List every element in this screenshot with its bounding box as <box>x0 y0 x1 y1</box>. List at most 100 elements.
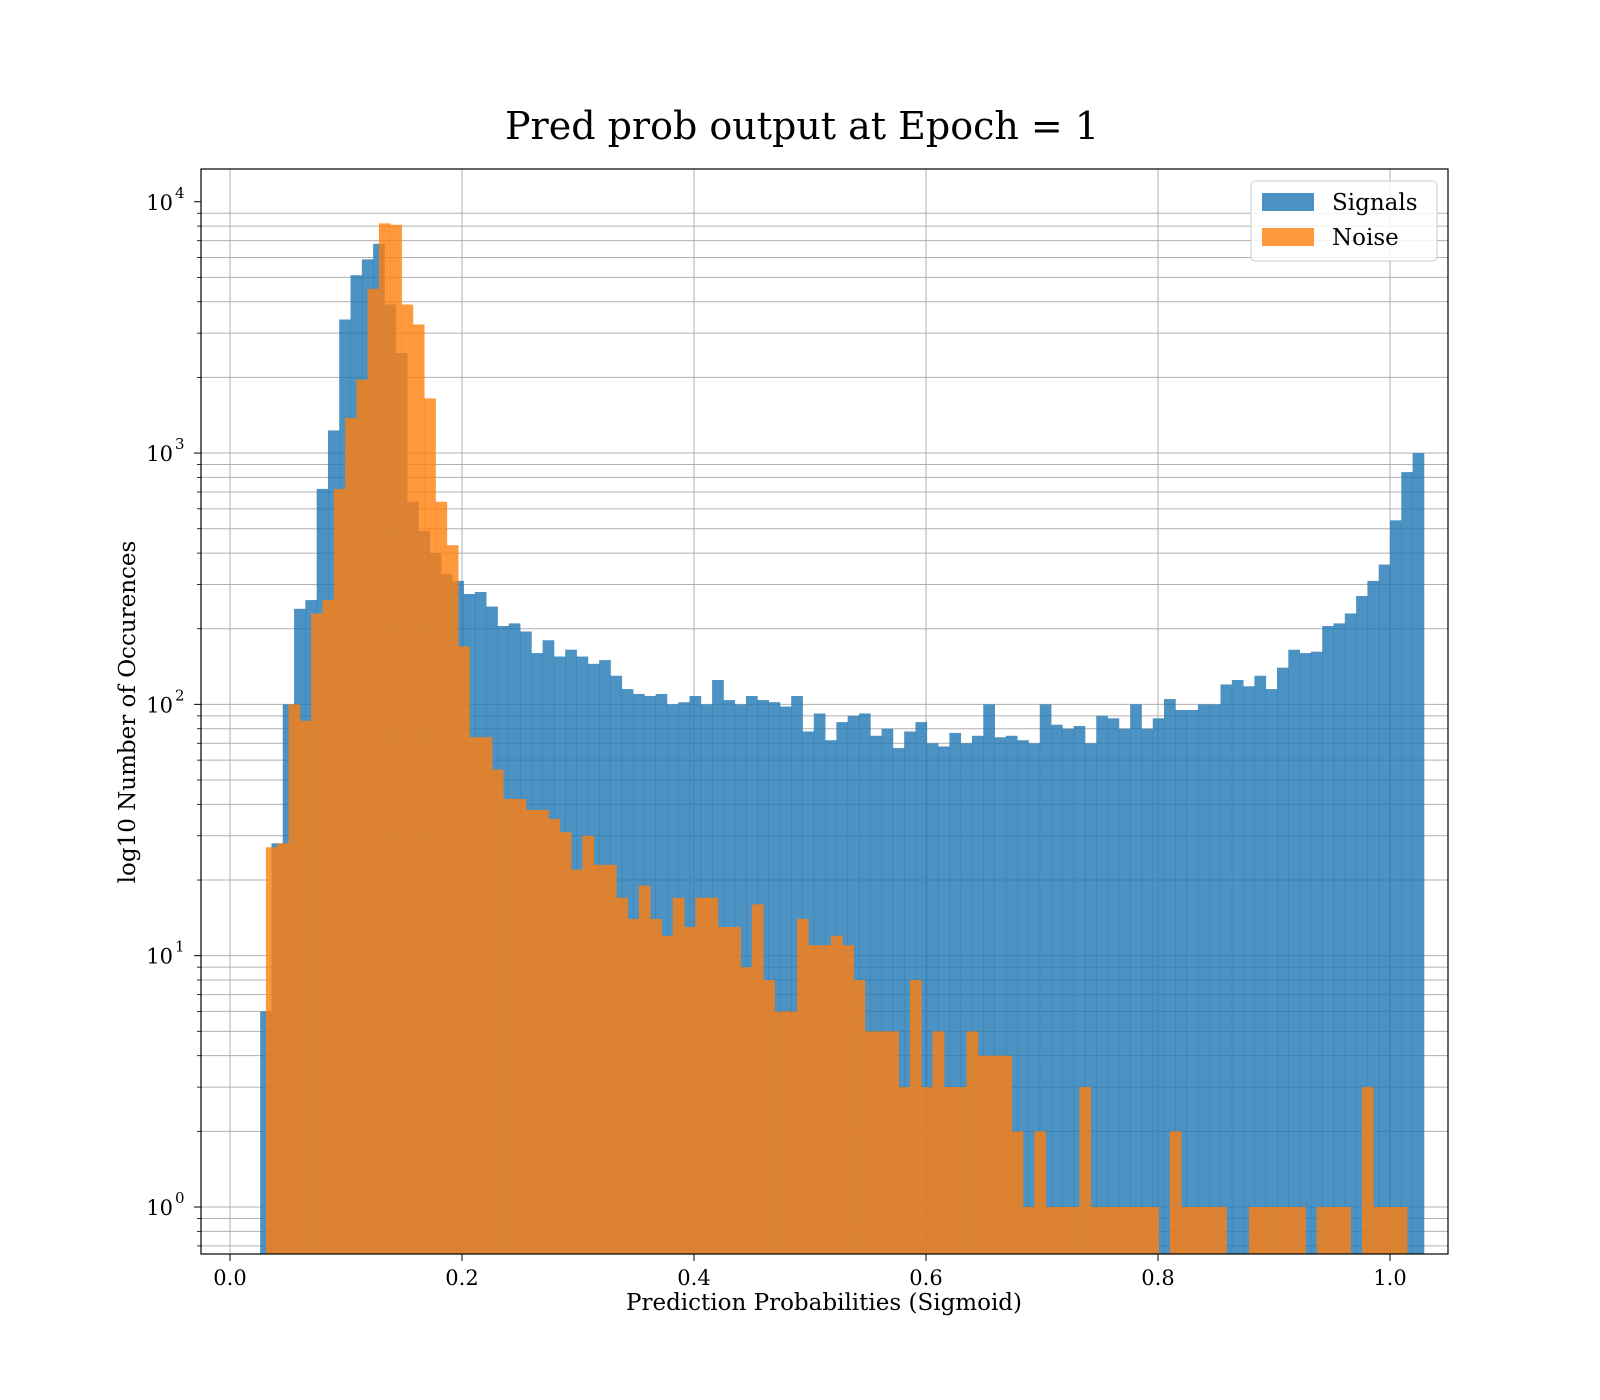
noise-bar-7 <box>345 417 357 1254</box>
noise-bar-89 <box>1271 1206 1284 1254</box>
noise-bar-70 <box>1056 1206 1069 1254</box>
signals-bar-60 <box>938 746 950 1254</box>
signals-bar-77 <box>1130 704 1142 1254</box>
signals-bar-101 <box>1401 472 1413 1254</box>
noise-bar-64 <box>989 1055 1001 1254</box>
signals-bar-84 <box>1209 704 1221 1254</box>
noise-bar-66 <box>1011 1131 1024 1254</box>
signals-bar-66 <box>1005 735 1018 1254</box>
noise-bar-62 <box>966 1031 979 1254</box>
noise-bar-14 <box>424 398 436 1254</box>
noise-bar-47 <box>796 918 809 1254</box>
noise-bar-59 <box>932 1031 945 1254</box>
signals-bar-67 <box>1017 740 1029 1254</box>
y-tick-label-0: 10 <box>146 1196 173 1220</box>
noise-bar-13 <box>412 324 425 1254</box>
signals-bar-65 <box>994 737 1007 1254</box>
legend-swatch-noise <box>1262 228 1314 246</box>
signals-bar-92 <box>1299 653 1312 1254</box>
noise-bar-83 <box>1203 1206 1216 1254</box>
x-tick-label-2: 0.4 <box>677 1266 710 1290</box>
noise-bar-43 <box>751 904 764 1254</box>
signals-bar-61 <box>949 732 962 1254</box>
noise-bar-51 <box>842 945 854 1254</box>
legend-swatch-signals <box>1262 193 1314 211</box>
signals-bar-88 <box>1254 675 1267 1254</box>
plot-frame <box>200 168 1449 1255</box>
noise-bar-24 <box>537 809 549 1254</box>
noise-bar-8 <box>356 379 369 1254</box>
legend: Signals Noise <box>1250 180 1438 262</box>
signals-bar-102 <box>1412 453 1425 1255</box>
y-tick-label-3: 10 <box>146 442 173 466</box>
signals-bar-85 <box>1220 684 1233 1254</box>
signals-bar-62 <box>960 743 973 1254</box>
signals-bar-87 <box>1243 686 1255 1254</box>
x-tick-label-4: 0.8 <box>1141 1266 1174 1290</box>
x-tick-label-5: 1.0 <box>1373 1266 1406 1290</box>
noise-bar-23 <box>525 809 538 1254</box>
noise-bar-44 <box>763 980 775 1254</box>
noise-bar-63 <box>977 1055 990 1254</box>
noise-bar-67 <box>1022 1206 1035 1254</box>
noise-bar-35 <box>661 935 674 1254</box>
signals-bar-54 <box>870 735 882 1254</box>
y-tick-label-1: 10 <box>146 945 173 969</box>
signals-bar-100 <box>1390 520 1402 1254</box>
noise-bar-26 <box>559 832 572 1254</box>
signals-bar-81 <box>1175 709 1188 1254</box>
noise-bar-22 <box>514 799 527 1254</box>
y-tick-exponent-1: 1 <box>175 938 185 956</box>
noise-bar-17 <box>458 646 470 1254</box>
noise-bar-28 <box>582 835 595 1254</box>
signals-bar-97 <box>1356 595 1368 1254</box>
noise-bar-16 <box>446 545 459 1254</box>
noise-bar-48 <box>808 945 820 1254</box>
noise-bar-6 <box>333 488 346 1254</box>
noise-bar-80 <box>1169 1131 1182 1254</box>
noise-bar-0 <box>265 847 278 1254</box>
noise-bar-30 <box>604 864 617 1254</box>
noise-bar-53 <box>864 1031 877 1254</box>
noise-bar-82 <box>1192 1206 1205 1254</box>
signals-bar-76 <box>1118 728 1131 1254</box>
noise-bar-73 <box>1090 1206 1103 1254</box>
signals-bar-69 <box>1039 704 1052 1254</box>
noise-bar-19 <box>480 737 493 1254</box>
signals-bar-90 <box>1277 667 1289 1254</box>
noise-bar-81 <box>1181 1206 1193 1254</box>
noise-bar-34 <box>650 918 662 1254</box>
noise-bar-69 <box>1045 1206 1058 1254</box>
signals-bar-71 <box>1062 728 1075 1254</box>
noise-bar-45 <box>774 1011 787 1254</box>
noise-bar-40 <box>717 927 730 1254</box>
noise-bar-77 <box>1135 1206 1148 1254</box>
noise-bar-68 <box>1034 1131 1046 1254</box>
signals-bar-46 <box>779 706 792 1254</box>
signals-bar-99 <box>1378 564 1391 1254</box>
y-tick-label-2: 10 <box>146 693 173 717</box>
noise-bar-61 <box>955 1087 967 1254</box>
noise-bars <box>265 223 1408 1255</box>
noise-bar-29 <box>593 864 606 1254</box>
signals-bar-82 <box>1186 709 1199 1254</box>
noise-bar-38 <box>695 897 707 1254</box>
noise-bar-41 <box>729 927 741 1254</box>
noise-bar-60 <box>943 1087 956 1254</box>
noise-bar-1 <box>277 843 289 1254</box>
signals-bar-93 <box>1310 651 1323 1254</box>
x-axis-label: Prediction Probabilities (Sigmoid) <box>626 1290 1022 1316</box>
signals-bar-83 <box>1197 704 1210 1254</box>
noise-bar-100 <box>1395 1206 1408 1254</box>
noise-bar-71 <box>1068 1206 1080 1254</box>
signals-bar-86 <box>1231 680 1244 1254</box>
noise-bar-54 <box>876 1031 888 1254</box>
noise-bar-65 <box>1000 1055 1013 1254</box>
noise-bar-58 <box>921 1087 933 1254</box>
x-tick-label-3: 0.6 <box>909 1266 942 1290</box>
noise-bar-12 <box>401 304 414 1255</box>
legend-label-signals: Signals <box>1332 190 1418 216</box>
signals-bar-64 <box>983 704 995 1254</box>
noise-bar-2 <box>288 704 301 1254</box>
